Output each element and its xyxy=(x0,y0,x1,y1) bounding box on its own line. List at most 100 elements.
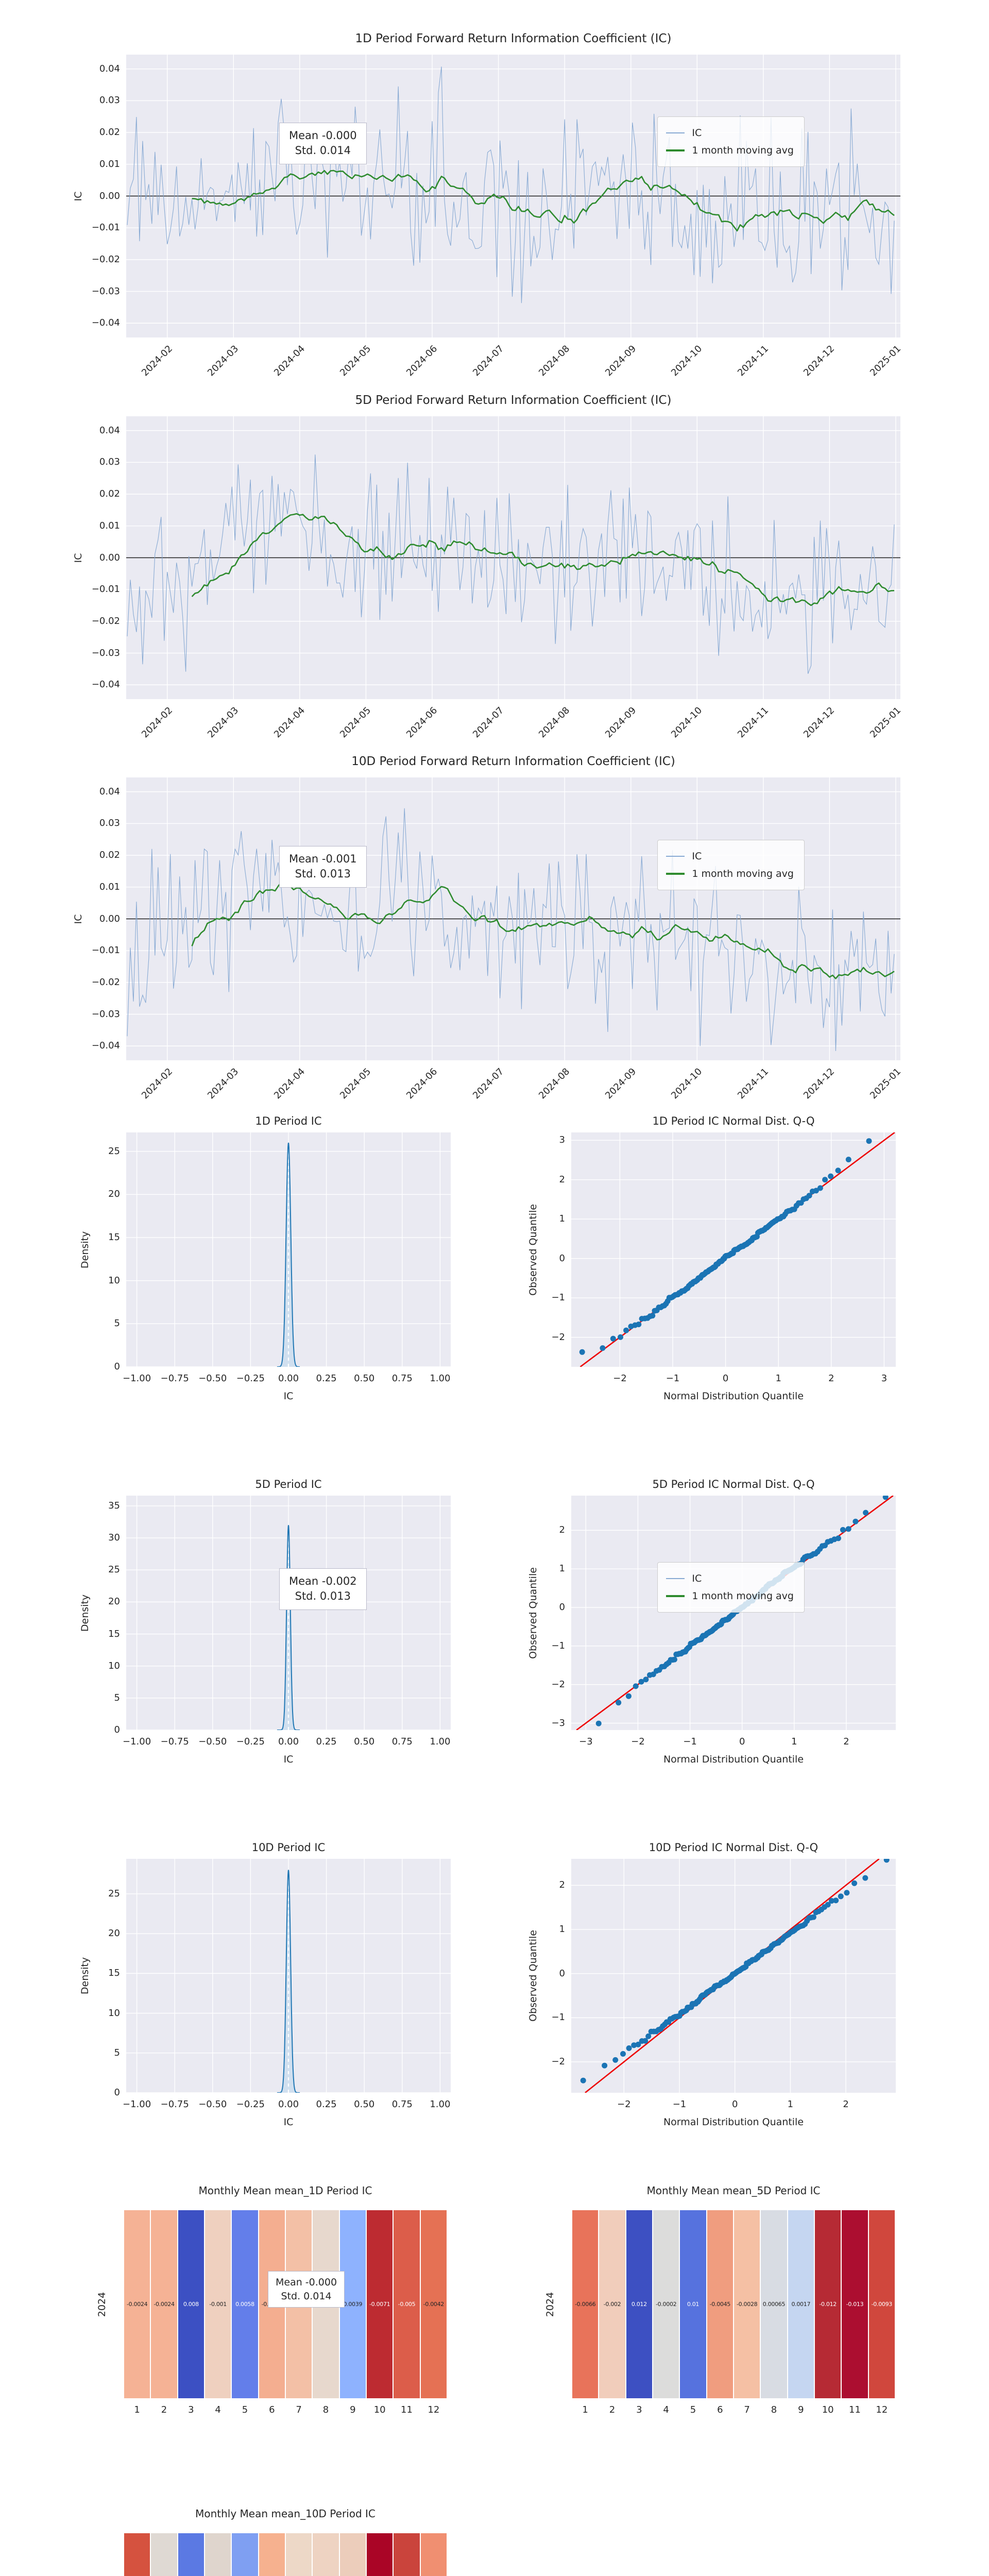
heatmap-cell: -0.00089 xyxy=(205,2533,231,2576)
chart-title: 1D Period IC Normal Dist. Q-Q xyxy=(652,1115,815,1127)
legend: IC 1 month moving avg xyxy=(657,1562,805,1613)
x-tick-label: 2024-08 xyxy=(537,705,572,740)
x-tick-label: 0.00 xyxy=(278,1736,299,1747)
x-tick-label: 2024-11 xyxy=(735,705,771,740)
legend-label-ic: IC xyxy=(692,127,702,139)
heatmap-cell-value: 0.0039 xyxy=(343,2301,363,2308)
chart-title: 10D Period IC Normal Dist. Q-Q xyxy=(649,1841,819,1854)
plot-area xyxy=(571,1496,896,1730)
x-tick-label: −0.50 xyxy=(198,1736,227,1747)
heatmap-cell: -0.002 xyxy=(313,2533,339,2576)
x-tick-label: 2024-06 xyxy=(404,705,440,740)
x-tick-label: 3 xyxy=(636,2404,642,2415)
chart-title: 10D Period IC xyxy=(251,1841,326,1854)
x-axis-label: IC xyxy=(283,1754,294,1765)
heatmap-cells: -0.0066 -0.002 0.012 -0.0002 0.01 -0.0045 -0.0… xyxy=(572,2210,895,2398)
plot-area: Mean -0.000 Std. 0.014 xyxy=(126,1132,451,2308)
x-tick-label: 0.50 xyxy=(354,2099,375,2110)
y-tick-label: 0 xyxy=(114,1724,120,1735)
x-tick-label: 2 xyxy=(609,2404,616,2415)
x-tick-label: 2024-11 xyxy=(735,1066,771,1101)
heatmap-cell-value: -0.001 xyxy=(209,2301,227,2308)
x-tick-label: 6 xyxy=(717,2404,723,2415)
x-tick-label: 2024-03 xyxy=(206,1066,241,1101)
heatmap-cell-value: -0.012 xyxy=(819,2301,837,2308)
heatmap-cell-value: -0.0028 xyxy=(736,2301,758,2308)
x-tick-label: 5 xyxy=(242,2404,248,2415)
x-tick-label: 2024-05 xyxy=(338,705,373,740)
x-axis-label: Normal Distribution Quantile xyxy=(663,1391,804,1402)
x-tick-label: 2024-04 xyxy=(271,1066,308,1101)
y-tick-label: 20 xyxy=(108,1596,120,1607)
stats-box: Mean -0.001 Std. 0.013 xyxy=(279,846,367,888)
y-axis-label: IC xyxy=(73,553,84,563)
x-tick-label: 1 xyxy=(791,1736,797,1747)
y-axis-label: IC xyxy=(73,914,84,924)
plot-area: Mean -0.002 Std. 0.013 IC 1 month moving… xyxy=(126,777,900,1613)
y-tick-label: 0 xyxy=(114,1361,120,1372)
heatmap-cell: 0.0017 xyxy=(788,2210,814,2398)
x-tick-label: −0.50 xyxy=(198,2099,227,2110)
y-tick-label: 10 xyxy=(108,1275,120,1286)
heatmap-cell-value: -0.013 xyxy=(846,2301,864,2308)
y-tick-label: 20 xyxy=(108,1189,120,1200)
x-tick-label: 2024-02 xyxy=(139,343,175,379)
heatmap-cell-value: 0.012 xyxy=(631,2301,647,2308)
x-tick-label: 4 xyxy=(663,2404,669,2415)
legend-label-ic: IC xyxy=(692,851,702,862)
x-tick-label: −2 xyxy=(631,1736,645,1747)
x-tick-label: 2024-03 xyxy=(206,705,241,740)
heatmap-cell: -0.0028 xyxy=(734,2210,760,2398)
x-tick-label: 2024-09 xyxy=(603,343,638,379)
x-tick-label: 11 xyxy=(849,2404,861,2415)
heatmap-cell: -0.0042 xyxy=(420,2210,447,2398)
heatmap-cell-value: -0.0026 xyxy=(261,2301,283,2308)
x-tick-label: 0.25 xyxy=(316,1373,337,1384)
x-tick-label: 0.75 xyxy=(391,2099,413,2110)
x-tick-label: 8 xyxy=(322,2404,329,2415)
ic-line-swatch-icon xyxy=(666,856,685,857)
heatmap-cell: -0.00033 xyxy=(313,2210,339,2398)
y-tick-label: 5 xyxy=(114,1318,120,1329)
x-tick-label: −1.00 xyxy=(123,1736,151,1747)
y-tick-label: 20 xyxy=(108,1928,120,1939)
x-tick-label: 2024-02 xyxy=(139,1066,175,1101)
heatmap-cell: -0.0071 xyxy=(367,2210,393,2398)
heatmap-cell: 0.011 xyxy=(178,2533,204,2576)
y-axis-label: Observed Quantile xyxy=(527,1930,539,2022)
y-tick-label: 0.03 xyxy=(99,818,120,829)
x-tick-label: 2024-10 xyxy=(669,343,705,379)
y-tick-label: 0 xyxy=(114,2087,120,2098)
heatmap-cell-value: -0.00033 xyxy=(313,2301,338,2308)
plot-area: Mean -0.000 Std. 0.014 IC 1 month moving… xyxy=(126,55,900,337)
chart-title: 5D Period IC xyxy=(255,1478,322,1490)
x-tick-label: −0.75 xyxy=(160,2099,189,2110)
y-tick-label: 25 xyxy=(108,1145,120,1157)
x-tick-label: 2024-07 xyxy=(470,705,506,740)
x-tick-label: 4 xyxy=(215,2404,221,2415)
y-axis-label: Density xyxy=(79,1231,91,1268)
ic-line-swatch-icon xyxy=(666,132,685,133)
heatmap-cell: 0.00065 xyxy=(761,2210,787,2398)
heatmap-cell: -0.0078 xyxy=(420,2533,447,2576)
heatmap-cell: -0.012 xyxy=(815,2210,841,2398)
x-tick-label: 2024-08 xyxy=(537,1066,572,1101)
y-tick-label: −0.04 xyxy=(91,1040,120,1052)
x-tick-label: 2024-10 xyxy=(669,1066,705,1101)
y-tick-label: 0.03 xyxy=(99,456,120,468)
stats-std: Std. 0.014 xyxy=(295,144,351,157)
x-tick-label: 2025-01 xyxy=(868,705,903,740)
y-tick-label: 1 xyxy=(559,1213,565,1225)
stats-box: Mean -0.000 Std. 0.014 xyxy=(268,2271,345,2308)
heatmap-cell: 0.0039 xyxy=(339,2210,366,2398)
heatmap-cell: -0.0093 xyxy=(868,2210,895,2398)
y-tick-label: 15 xyxy=(108,1232,120,1243)
